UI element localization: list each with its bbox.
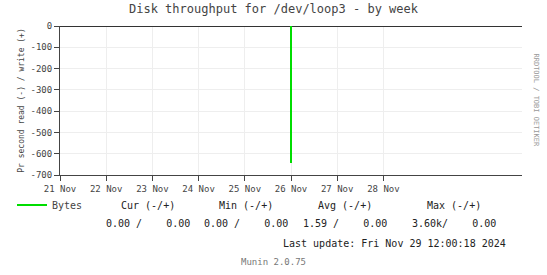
svg-text:Avg (-/+): Avg (-/+): [318, 200, 372, 211]
svg-text:0: 0: [47, 21, 52, 31]
svg-text:24 Nov: 24 Nov: [182, 184, 215, 194]
svg-text:27 Nov: 27 Nov: [321, 184, 354, 194]
svg-text:Cur (-/+): Cur (-/+): [121, 200, 175, 211]
svg-text:Munin 2.0.75: Munin 2.0.75: [241, 257, 306, 267]
svg-text:-500: -500: [31, 128, 53, 138]
svg-text:Bytes: Bytes: [52, 200, 82, 211]
svg-text:25 Nov: 25 Nov: [229, 184, 262, 194]
svg-text:21 Nov: 21 Nov: [44, 184, 77, 194]
svg-text:Disk throughput for /dev/loop3: Disk throughput for /dev/loop3 - by week: [129, 2, 419, 16]
svg-text:RRDTOOL / TOBI OETIKER: RRDTOOL / TOBI OETIKER: [532, 54, 540, 148]
svg-text:0.00 / 0.00: 0.00 / 0.00: [204, 218, 288, 229]
svg-text:-300: -300: [31, 85, 53, 95]
svg-text:Pr second read (-) / write (+): Pr second read (-) / write (+): [17, 28, 26, 173]
svg-text:-100: -100: [31, 42, 53, 52]
svg-text:0.00 / 0.00: 0.00 / 0.00: [106, 218, 190, 229]
svg-text:28 Nov: 28 Nov: [367, 184, 400, 194]
svg-text:1.59 / 0.00: 1.59 / 0.00: [303, 218, 387, 229]
svg-text:-600: -600: [31, 149, 53, 159]
svg-text:23 Nov: 23 Nov: [136, 184, 169, 194]
svg-text:3.60k/ 0.00: 3.60k/ 0.00: [412, 218, 496, 229]
svg-text:Last update: Fri Nov 29 12:00:: Last update: Fri Nov 29 12:00:18 2024: [283, 238, 506, 249]
svg-text:Max (-/+): Max (-/+): [427, 200, 481, 211]
svg-text:26 Nov: 26 Nov: [275, 184, 308, 194]
svg-text:-700: -700: [31, 170, 53, 180]
svg-text:-400: -400: [31, 106, 53, 116]
svg-text:-200: -200: [31, 64, 53, 74]
svg-text:Min (-/+): Min (-/+): [219, 200, 273, 211]
svg-text:22 Nov: 22 Nov: [90, 184, 123, 194]
